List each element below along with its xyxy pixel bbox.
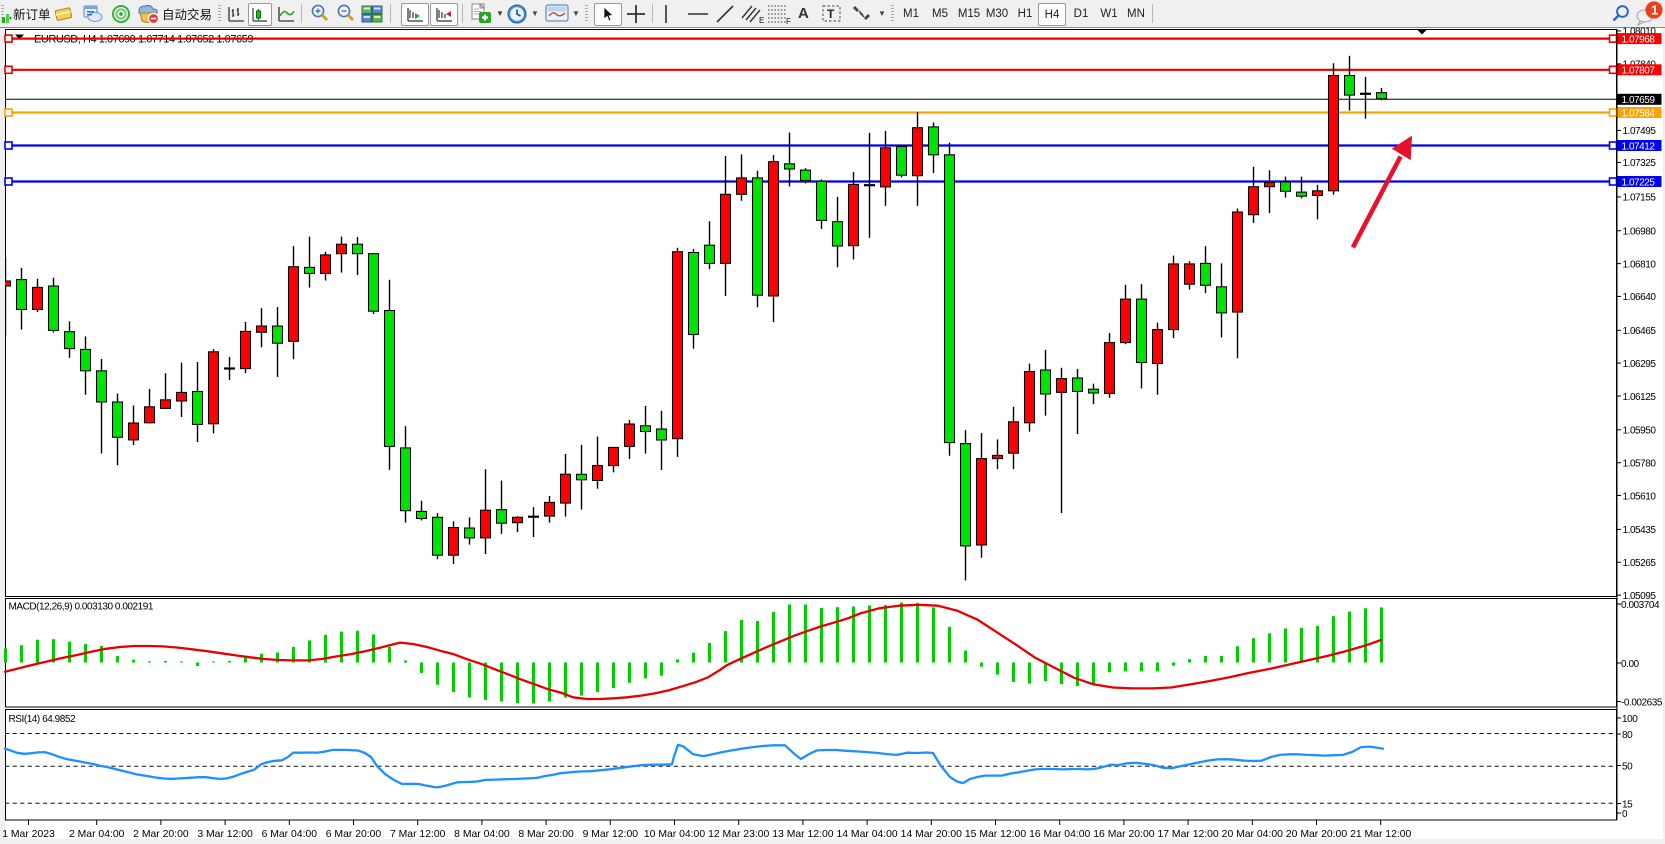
svg-text:T: T [827,7,835,21]
svg-text:0: 0 [1622,809,1628,820]
svg-text:17 Mar 12:00: 17 Mar 12:00 [1157,829,1218,840]
svg-text:100: 100 [1622,714,1638,725]
svg-text:6 Mar 20:00: 6 Mar 20:00 [326,829,382,840]
svg-text:1: 1 [1651,3,1658,18]
svg-text:1.05780: 1.05780 [1623,459,1657,470]
svg-text:1.06125: 1.06125 [1623,392,1657,403]
svg-text:E: E [759,16,764,25]
svg-text:15 Mar 12:00: 15 Mar 12:00 [965,829,1026,840]
svg-text:15: 15 [1622,799,1633,810]
svg-text:2 Mar 04:00: 2 Mar 04:00 [69,829,125,840]
svg-text:F: F [786,17,791,26]
svg-text:1.05095: 1.05095 [1623,591,1657,602]
svg-text:1.07325: 1.07325 [1623,158,1657,169]
svg-text:20 Mar 04:00: 20 Mar 04:00 [1222,829,1283,840]
svg-text:1.06295: 1.06295 [1623,359,1657,370]
svg-text:21 Mar 12:00: 21 Mar 12:00 [1350,829,1411,840]
svg-text:1.06980: 1.06980 [1623,227,1657,238]
svg-text:20 Mar 20:00: 20 Mar 20:00 [1286,829,1347,840]
svg-text:1.07412: 1.07412 [1622,141,1656,152]
svg-text:1.07659: 1.07659 [1622,95,1656,106]
svg-text:1 Mar 2023: 1 Mar 2023 [2,829,55,840]
svg-text:50: 50 [1622,761,1633,772]
svg-text:1.05610: 1.05610 [1623,491,1657,502]
svg-text:1.05435: 1.05435 [1623,525,1657,536]
svg-text:13 Mar 12:00: 13 Mar 12:00 [772,829,833,840]
svg-text:1.07225: 1.07225 [1622,177,1656,188]
svg-text:1.07584: 1.07584 [1622,108,1656,119]
svg-text:9 Mar 12:00: 9 Mar 12:00 [583,829,639,840]
svg-text:16 Mar 04:00: 16 Mar 04:00 [1029,829,1090,840]
svg-text:16 Mar 20:00: 16 Mar 20:00 [1093,829,1154,840]
svg-text:-0.002635: -0.002635 [1621,697,1663,708]
svg-text:1.05265: 1.05265 [1623,558,1657,569]
svg-text:14 Mar 04:00: 14 Mar 04:00 [836,829,897,840]
svg-text:10 Mar 04:00: 10 Mar 04:00 [644,829,705,840]
svg-text:RSI(14) 64.9852: RSI(14) 64.9852 [9,714,77,725]
svg-text:0.003704: 0.003704 [1621,600,1660,611]
svg-text:6 Mar 04:00: 6 Mar 04:00 [262,829,318,840]
svg-text:1.07968: 1.07968 [1622,34,1656,45]
svg-text:1.06640: 1.06640 [1623,292,1657,303]
svg-text:7 Mar 12:00: 7 Mar 12:00 [390,829,446,840]
svg-text:MACD(12,26,9) 0.003130 0.00219: MACD(12,26,9) 0.003130 0.002191 [9,602,154,613]
svg-text:1.07155: 1.07155 [1623,193,1657,204]
svg-text:14 Mar 20:00: 14 Mar 20:00 [901,829,962,840]
svg-text:1.06810: 1.06810 [1623,259,1657,270]
svg-text:8 Mar 04:00: 8 Mar 04:00 [454,829,510,840]
svg-text:80: 80 [1622,730,1633,741]
svg-text:1.05950: 1.05950 [1623,426,1657,437]
svg-text:8 Mar 20:00: 8 Mar 20:00 [518,829,574,840]
svg-text:1.06465: 1.06465 [1623,326,1657,337]
svg-text:2 Mar 20:00: 2 Mar 20:00 [133,829,189,840]
svg-text:3 Mar 12:00: 3 Mar 12:00 [197,829,253,840]
svg-text:1.07807: 1.07807 [1622,66,1656,77]
svg-text:1.08010: 1.08010 [1623,27,1657,38]
svg-text:12 Mar 23:00: 12 Mar 23:00 [708,829,769,840]
svg-text:0.00: 0.00 [1621,659,1640,670]
svg-text:1.07495: 1.07495 [1623,126,1657,137]
